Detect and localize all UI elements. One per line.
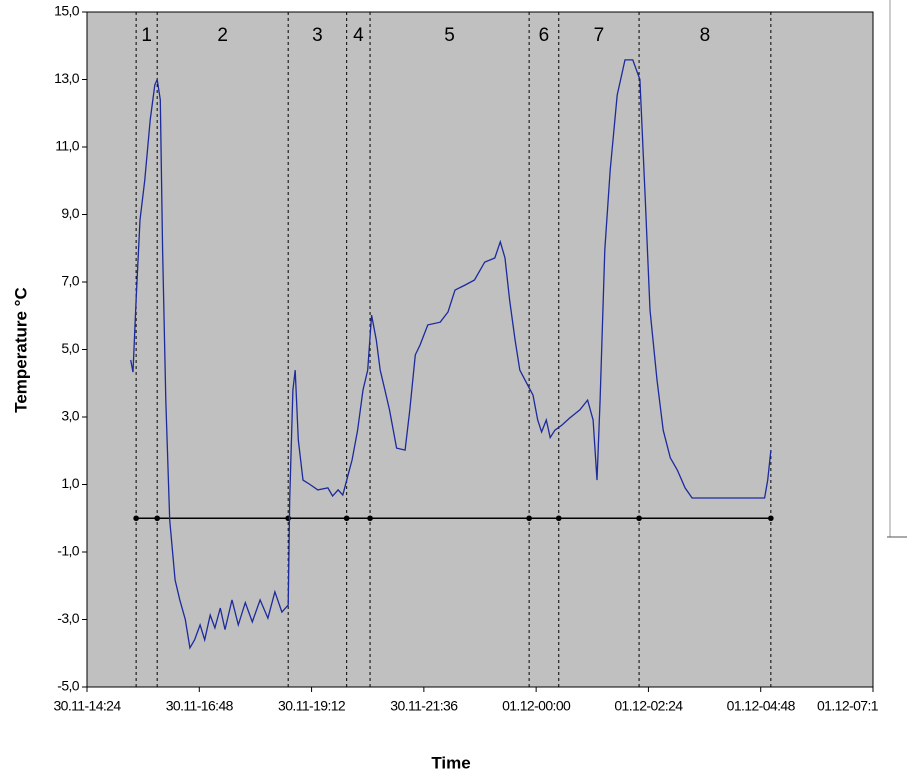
x-tick-label: 30.11-14:24	[53, 698, 121, 714]
x-axis-title: Time	[431, 753, 470, 772]
y-tick-label: -1,0	[57, 543, 80, 559]
segment-label: 5	[444, 25, 455, 46]
y-tick-label: 11,0	[55, 138, 80, 154]
plot-area	[86, 11, 874, 688]
y-tick-label: 1,0	[61, 475, 79, 491]
y-tick-label: 3,0	[61, 408, 79, 424]
segment-label: 4	[353, 25, 364, 46]
boundary-dot	[343, 515, 350, 522]
segment-label: 7	[594, 25, 605, 46]
x-tick-label: 30.11-19:12	[278, 698, 346, 714]
y-tick-label: 9,0	[61, 205, 79, 221]
boundary-dot	[768, 515, 774, 522]
boundary-dot	[526, 515, 532, 522]
segment-label: 8	[700, 25, 711, 46]
boundary-dot	[133, 515, 139, 522]
y-tick-label: -5,0	[57, 678, 80, 694]
segment-label: 6	[539, 25, 550, 46]
y-tick-label: -3,0	[57, 610, 80, 626]
boundary-dot	[555, 515, 562, 522]
x-tick-label: 01.12-02:24	[614, 698, 683, 714]
temperature-line	[130, 59, 772, 650]
x-tick-label: 30.11-16:48	[166, 698, 234, 714]
y-axis-title: Temperature °C	[11, 287, 30, 413]
boundary-dot	[367, 515, 373, 522]
segment-label: 1	[141, 25, 152, 46]
segment-label: 3	[312, 25, 323, 46]
boundary-dot	[636, 515, 642, 522]
boundary-dot	[285, 515, 291, 522]
y-tick-label: 13,0	[54, 70, 80, 86]
x-tick-label: 01.12-04:48	[727, 698, 796, 714]
y-tick-label: 5,0	[61, 340, 79, 356]
x-tick-label: 01.12-07:1	[817, 698, 879, 714]
boundary-dot	[154, 515, 160, 522]
segment-label: 2	[217, 25, 228, 46]
y-tick-label: 7,0	[61, 273, 79, 289]
x-tick-label: 30.11-21:36	[390, 698, 458, 714]
y-tick-label: 15,0	[54, 3, 80, 19]
x-tick-label: 01.12-00:00	[502, 698, 571, 714]
